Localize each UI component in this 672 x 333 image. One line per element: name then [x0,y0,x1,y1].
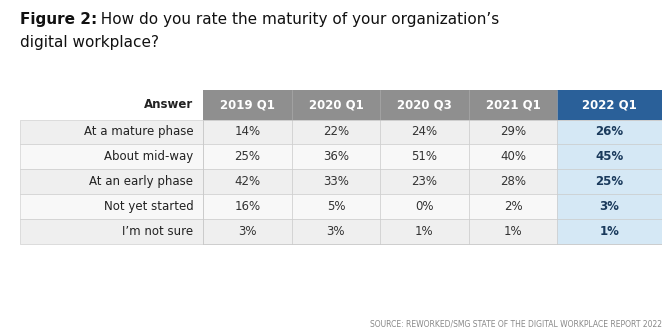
Text: 3%: 3% [327,225,345,238]
Bar [203,145,292,169]
Bar [292,120,380,145]
Text: 2020 Q3: 2020 Q3 [397,98,452,111]
Text: 25%: 25% [595,175,624,188]
Bar [469,90,557,120]
Bar [380,90,469,120]
Bar [20,120,203,145]
Bar [20,219,203,244]
Bar [557,169,662,194]
Bar [557,90,662,120]
Bar [292,169,380,194]
Text: 14%: 14% [235,126,261,139]
Bar [20,194,203,219]
Text: 51%: 51% [411,150,437,163]
Bar [380,169,469,194]
Text: 2%: 2% [504,200,522,213]
Text: 3%: 3% [238,225,257,238]
Bar [203,120,292,145]
Bar [380,219,469,244]
Bar [469,145,557,169]
Bar [292,90,380,120]
Bar [20,145,203,169]
Text: 0%: 0% [415,200,433,213]
Text: 2020 Q1: 2020 Q1 [308,98,364,111]
Text: 40%: 40% [500,150,526,163]
Bar [469,194,557,219]
Text: 1%: 1% [504,225,522,238]
Text: 45%: 45% [595,150,624,163]
Bar [20,169,203,194]
Text: digital workplace?: digital workplace? [20,35,159,50]
Bar [292,194,380,219]
Bar [203,194,292,219]
Bar [20,90,203,120]
Text: 28%: 28% [500,175,526,188]
Text: 25%: 25% [235,150,260,163]
Text: Answer: Answer [144,98,194,111]
Text: 3%: 3% [599,200,620,213]
Bar [203,90,292,120]
Bar [380,145,469,169]
Text: 26%: 26% [595,126,624,139]
Text: 33%: 33% [323,175,349,188]
Text: At a mature phase: At a mature phase [84,126,194,139]
Text: 29%: 29% [500,126,526,139]
Text: 2021 Q1: 2021 Q1 [486,98,540,111]
Bar [469,120,557,145]
Text: How do you rate the maturity of your organization’s: How do you rate the maturity of your org… [91,12,499,27]
Text: 5%: 5% [327,200,345,213]
Text: 1%: 1% [599,225,620,238]
Bar [292,145,380,169]
Bar [557,219,662,244]
Text: I’m not sure: I’m not sure [122,225,194,238]
Text: About mid-way: About mid-way [104,150,194,163]
Text: 16%: 16% [235,200,261,213]
Text: At an early phase: At an early phase [89,175,194,188]
Text: Figure 2:: Figure 2: [20,12,97,27]
Text: 23%: 23% [411,175,437,188]
Text: 24%: 24% [411,126,437,139]
Bar [469,219,557,244]
Bar [557,145,662,169]
Text: 22%: 22% [323,126,349,139]
Bar [292,219,380,244]
Text: 1%: 1% [415,225,434,238]
Bar [557,120,662,145]
Bar [203,169,292,194]
Text: SOURCE: REWORKED/SMG STATE OF THE DIGITAL WORKPLACE REPORT 2022: SOURCE: REWORKED/SMG STATE OF THE DIGITA… [370,319,662,328]
Text: 42%: 42% [235,175,261,188]
Text: 2019 Q1: 2019 Q1 [220,98,275,111]
Text: 2022 Q1: 2022 Q1 [582,98,637,111]
Bar [469,169,557,194]
Bar [380,194,469,219]
Bar [557,194,662,219]
Bar [380,120,469,145]
Text: Not yet started: Not yet started [103,200,194,213]
Text: 36%: 36% [323,150,349,163]
Bar [203,219,292,244]
